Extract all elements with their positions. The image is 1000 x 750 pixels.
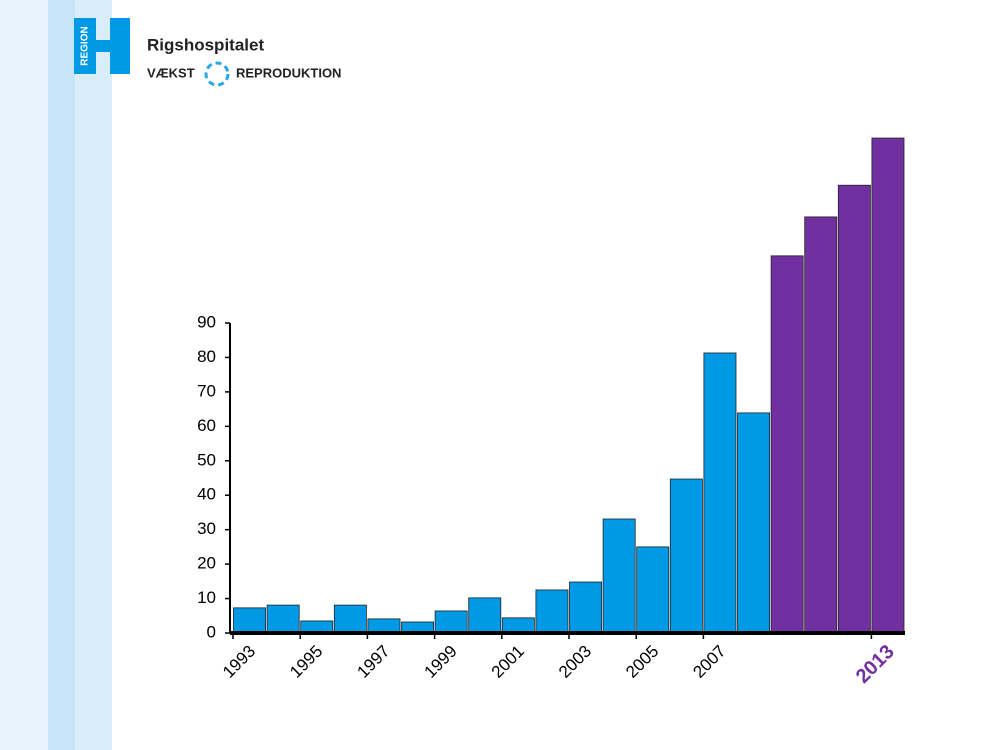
tagline: REPRODUKTION [236,65,341,80]
tagline-ring [204,61,230,87]
bar [501,617,535,634]
bar [266,604,300,634]
bar [703,352,737,634]
bar [636,546,670,634]
bar [669,478,703,634]
tagline: VÆKST [147,65,195,80]
bar [871,137,905,634]
y-tick-label: 40 [197,485,216,504]
stripe [75,0,112,750]
logo-text: REGION [80,26,91,65]
y-tick-label: 60 [197,416,216,435]
bar [569,581,602,634]
org-name: Rigshospitalet [147,35,264,54]
bar [434,610,468,634]
y-tick-label: 90 [197,312,216,331]
bar [837,184,871,634]
bar [770,255,804,634]
stripe [0,0,48,750]
bar [367,618,401,634]
bar [468,597,502,634]
bar [535,589,569,634]
y-tick-label: 10 [197,588,216,607]
logo-bar [74,18,96,74]
bar [804,216,838,634]
bar [602,518,636,634]
stripe [48,0,75,750]
y-tick-label: 20 [197,554,216,573]
bar [737,412,770,634]
logo: REGION [74,18,130,74]
logo-bar [96,40,110,52]
y-tick-label: 50 [197,450,216,469]
y-tick-label: 80 [197,347,216,366]
bar [333,604,367,634]
logo-bar [110,18,130,74]
y-tick-label: 30 [197,519,216,538]
y-tick-label: 0 [207,622,216,641]
y-tick-label: 70 [197,381,216,400]
bar [233,607,266,634]
